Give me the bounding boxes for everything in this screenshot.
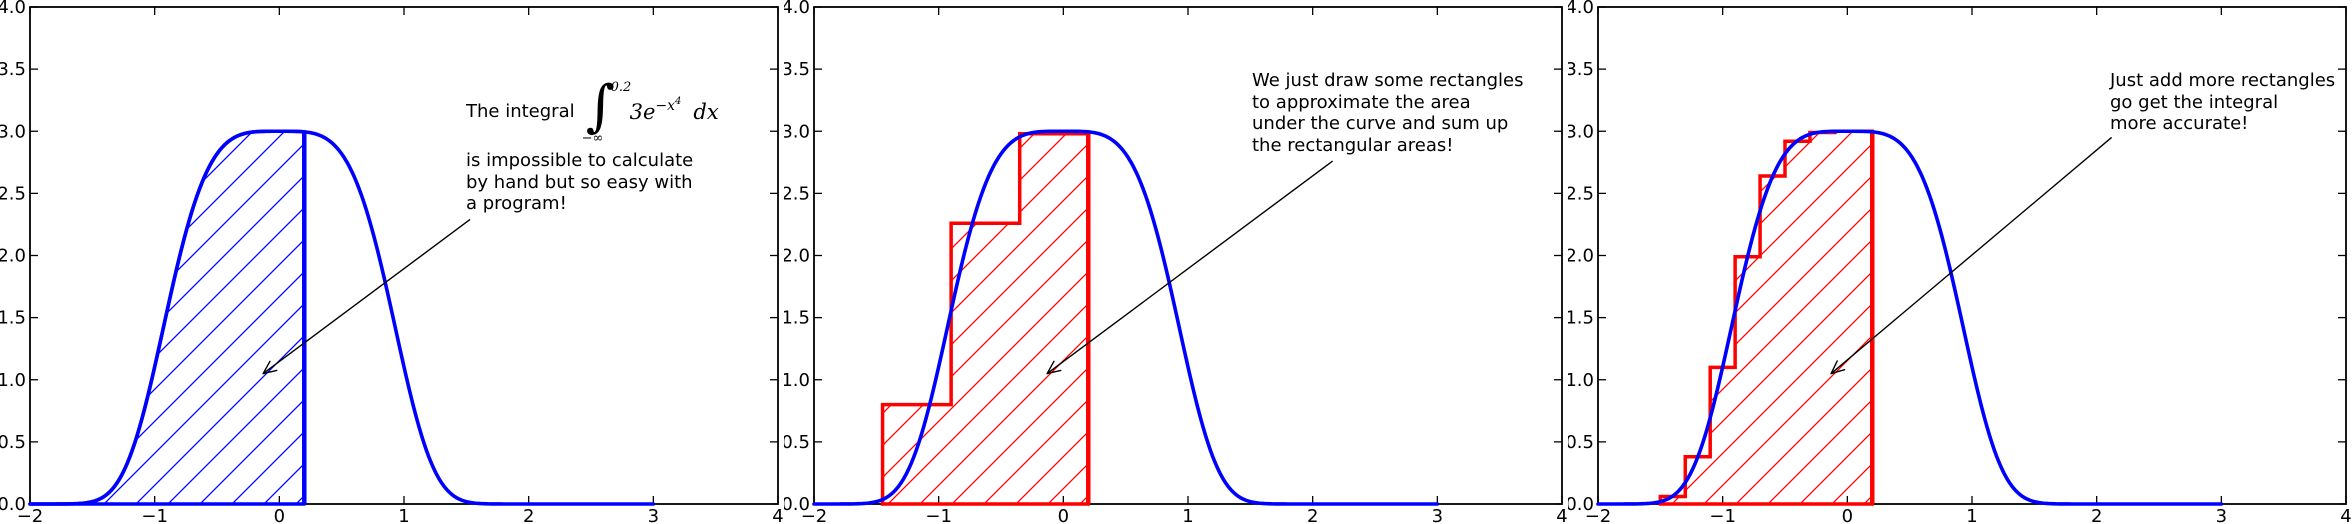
y-tick-label: 2.0 bbox=[0, 246, 26, 267]
annotation-middle: We just draw some rectangles to approxima… bbox=[1252, 70, 1523, 156]
y-tick-label: 4.0 bbox=[1568, 0, 1594, 18]
annotation-line: go get the integral bbox=[2110, 91, 2279, 113]
y-tick-label: 0.5 bbox=[1568, 432, 1594, 453]
y-tick-label: 3.0 bbox=[1568, 121, 1594, 142]
x-tick-label: 2 bbox=[2091, 506, 2102, 524]
y-tick-label: 2.5 bbox=[784, 183, 810, 204]
annotation-line: by hand but so easy with bbox=[466, 171, 693, 193]
annotation-left: The integral ∫ 0.2 −∞ 3e−x4 dx is imposs… bbox=[466, 74, 719, 215]
annotation-arrow-head bbox=[1830, 360, 1838, 375]
annotation-line: more accurate! bbox=[2110, 113, 2249, 134]
x-tick-label: 3 bbox=[648, 506, 659, 524]
x-tick-label: −2 bbox=[1585, 506, 1612, 524]
y-tick-label: 2.5 bbox=[1568, 183, 1594, 204]
annotation-arrow-shaft bbox=[1830, 136, 2113, 375]
x-tick-label: 0 bbox=[1058, 506, 1069, 524]
y-tick-label: 2.0 bbox=[784, 246, 810, 267]
y-tick-label: 0.0 bbox=[784, 494, 810, 515]
curve-path bbox=[812, 129, 1440, 506]
annotation-arrow-head bbox=[1046, 369, 1062, 375]
annotation-arrow-shaft bbox=[262, 218, 471, 375]
x-tick-label: −1 bbox=[1709, 506, 1736, 524]
integral-upper-limit: 0.2 bbox=[610, 80, 632, 95]
y-tick-label: 4.0 bbox=[0, 0, 26, 18]
differential: dx bbox=[693, 100, 719, 124]
formula-prefix: The integral bbox=[466, 101, 575, 123]
x-tick-label: 4 bbox=[1556, 506, 1567, 524]
y-tick-label: 2.5 bbox=[0, 183, 26, 204]
annotation-text: is impossible to calculate by hand but so… bbox=[466, 150, 719, 215]
x-tick-label: 1 bbox=[398, 506, 409, 524]
annotation-line: We just draw some rectangles bbox=[1252, 70, 1524, 91]
annotation-arrow-shaft bbox=[1046, 160, 1334, 375]
annotation-right: Just add more rectangles go get the integ… bbox=[2110, 70, 2335, 135]
integrand: 3e−x4 bbox=[629, 96, 682, 124]
x-tick-label: 3 bbox=[2216, 506, 2227, 524]
y-tick-label: 1.5 bbox=[1568, 308, 1594, 329]
annotation-text: Just add more rectangles go get the integ… bbox=[2110, 70, 2335, 135]
x-tick-label: 2 bbox=[523, 506, 534, 524]
x-tick-label: 1 bbox=[1966, 506, 1977, 524]
annotation-line: Just add more rectangles bbox=[2110, 70, 2336, 91]
annotation-line: the rectangular areas! bbox=[1252, 134, 1454, 156]
plot-right-more-rectangles: −2 −1 0 1 2 3 4 0.0 0.5 1.0 1.5 2.0 2.5 3.0 3.5 4.0 bbox=[1568, 0, 2352, 524]
y-tick-label: 3.5 bbox=[784, 59, 810, 80]
x-tick-label: 4 bbox=[2340, 506, 2351, 524]
y-tick-label: 4.0 bbox=[784, 0, 810, 18]
panel-middle: −2 −1 0 1 2 3 4 0.0 0.5 1.0 1.5 2.0 2.5 3.0 3.5 4.0 We … bbox=[784, 0, 1568, 524]
y-tick-label: 3.0 bbox=[0, 121, 26, 142]
y-tick-label: 0.5 bbox=[0, 432, 26, 453]
x-tick-label: 1 bbox=[1182, 506, 1193, 524]
x-tick-label: −2 bbox=[801, 506, 828, 524]
x-tick-label: −1 bbox=[925, 506, 952, 524]
y-tick-label: 2.0 bbox=[1568, 246, 1594, 267]
y-tick-label: 1.5 bbox=[784, 308, 810, 329]
x-tick-label: 3 bbox=[1432, 506, 1443, 524]
plot-left-integral: −2 −1 0 1 2 3 4 0.0 0.5 1.0 1.5 2.0 2.5 3.0 3.5 4.0 bbox=[0, 0, 784, 524]
y-tick-label: 1.0 bbox=[1568, 370, 1594, 391]
y-tick-label: 3.5 bbox=[0, 59, 26, 80]
annotation-arrow-head bbox=[1830, 368, 1846, 375]
y-tick-label: 0.5 bbox=[784, 432, 810, 453]
annotation-line: to approximate the area bbox=[1252, 91, 1471, 113]
y-tick-label: 1.5 bbox=[0, 308, 26, 329]
panel-right: −2 −1 0 1 2 3 4 0.0 0.5 1.0 1.5 2.0 2.5 3.0 3.5 4.0 Jus… bbox=[1568, 0, 2352, 524]
x-tick-label: 4 bbox=[772, 506, 783, 524]
plot-middle-few-rectangles: −2 −1 0 1 2 3 4 0.0 0.5 1.0 1.5 2.0 2.5 3.0 3.5 4.0 bbox=[784, 0, 1568, 524]
annotation-line: under the curve and sum up bbox=[1252, 113, 1509, 134]
approximation-rectangles bbox=[880, 131, 1091, 506]
x-tick-label: 0 bbox=[274, 506, 285, 524]
integral-lower-limit: −∞ bbox=[581, 131, 604, 146]
curve-path bbox=[1596, 129, 2224, 506]
integral-sign: ∫ 0.2 −∞ bbox=[581, 74, 632, 146]
y-tick-label: 3.5 bbox=[1568, 59, 1594, 80]
annotation-text: We just draw some rectangles to approxima… bbox=[1252, 70, 1523, 156]
x-tick-label: 0 bbox=[1842, 506, 1853, 524]
y-tick-label: 1.0 bbox=[0, 370, 26, 391]
annotation-line: is impossible to calculate bbox=[466, 150, 694, 171]
x-tick-label: −2 bbox=[17, 506, 44, 524]
y-tick-label: 3.0 bbox=[784, 121, 810, 142]
annotation-arrow-head bbox=[262, 360, 271, 375]
y-tick-label: 1.0 bbox=[784, 370, 810, 391]
y-tick-label: 0.0 bbox=[1568, 494, 1594, 515]
annotation-arrow-head bbox=[1046, 360, 1055, 375]
y-tick-label: 0.0 bbox=[0, 494, 26, 515]
x-tick-label: 2 bbox=[1307, 506, 1318, 524]
x-tick-label: −1 bbox=[141, 506, 168, 524]
panel-left: −2 −1 0 1 2 3 4 0.0 0.5 1.0 1.5 2.0 2.5 3.0 3.5 4.0 The… bbox=[0, 0, 784, 524]
annotation-line: a program! bbox=[466, 193, 567, 214]
curve-path bbox=[28, 129, 656, 506]
annotation-arrow-head bbox=[262, 369, 278, 375]
integral-formula: The integral ∫ 0.2 −∞ 3e−x4 dx bbox=[466, 74, 719, 146]
